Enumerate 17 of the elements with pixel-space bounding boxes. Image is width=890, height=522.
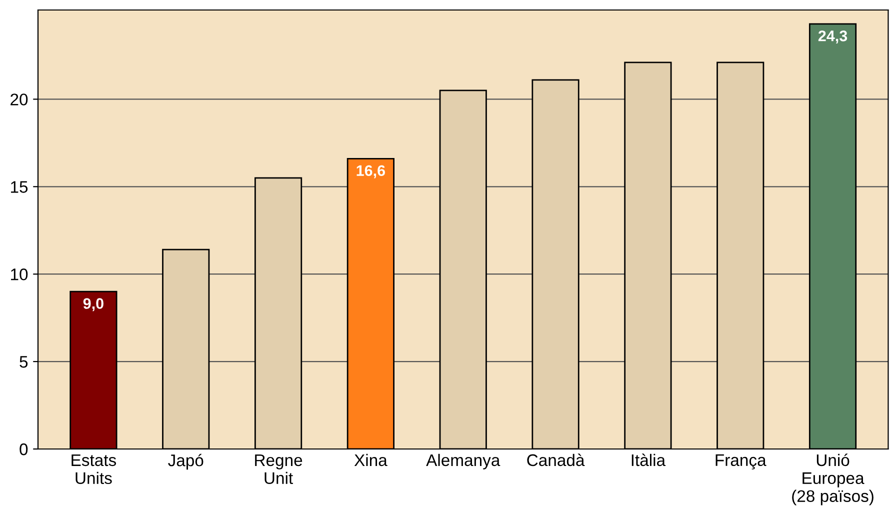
x-tick-label: Xina bbox=[354, 454, 388, 466]
x-tick-label: Japó bbox=[168, 454, 204, 470]
x-tick-label: Itàlia bbox=[632, 454, 666, 466]
data-label: 24,3 bbox=[818, 30, 848, 44]
x-tick-label: Regne Unit bbox=[255, 454, 302, 484]
y-tick-label: 5 bbox=[20, 356, 28, 368]
x-tick-label: Canadà bbox=[527, 454, 585, 466]
y-tick-label: 15 bbox=[11, 181, 28, 193]
y-tick-label: 10 bbox=[11, 268, 28, 280]
y-tick-label: 0 bbox=[20, 443, 28, 456]
data-label: 16,6 bbox=[356, 165, 386, 178]
x-tick-label: Alemanya bbox=[426, 454, 500, 470]
x-tick-label: Unió Europea (28 països) bbox=[792, 454, 874, 506]
x-tick-label: Estats Units bbox=[72, 454, 116, 484]
data-label: 9,0 bbox=[83, 298, 104, 312]
y-tick-label: 20 bbox=[10, 94, 28, 106]
x-tick-label: França bbox=[716, 454, 766, 470]
